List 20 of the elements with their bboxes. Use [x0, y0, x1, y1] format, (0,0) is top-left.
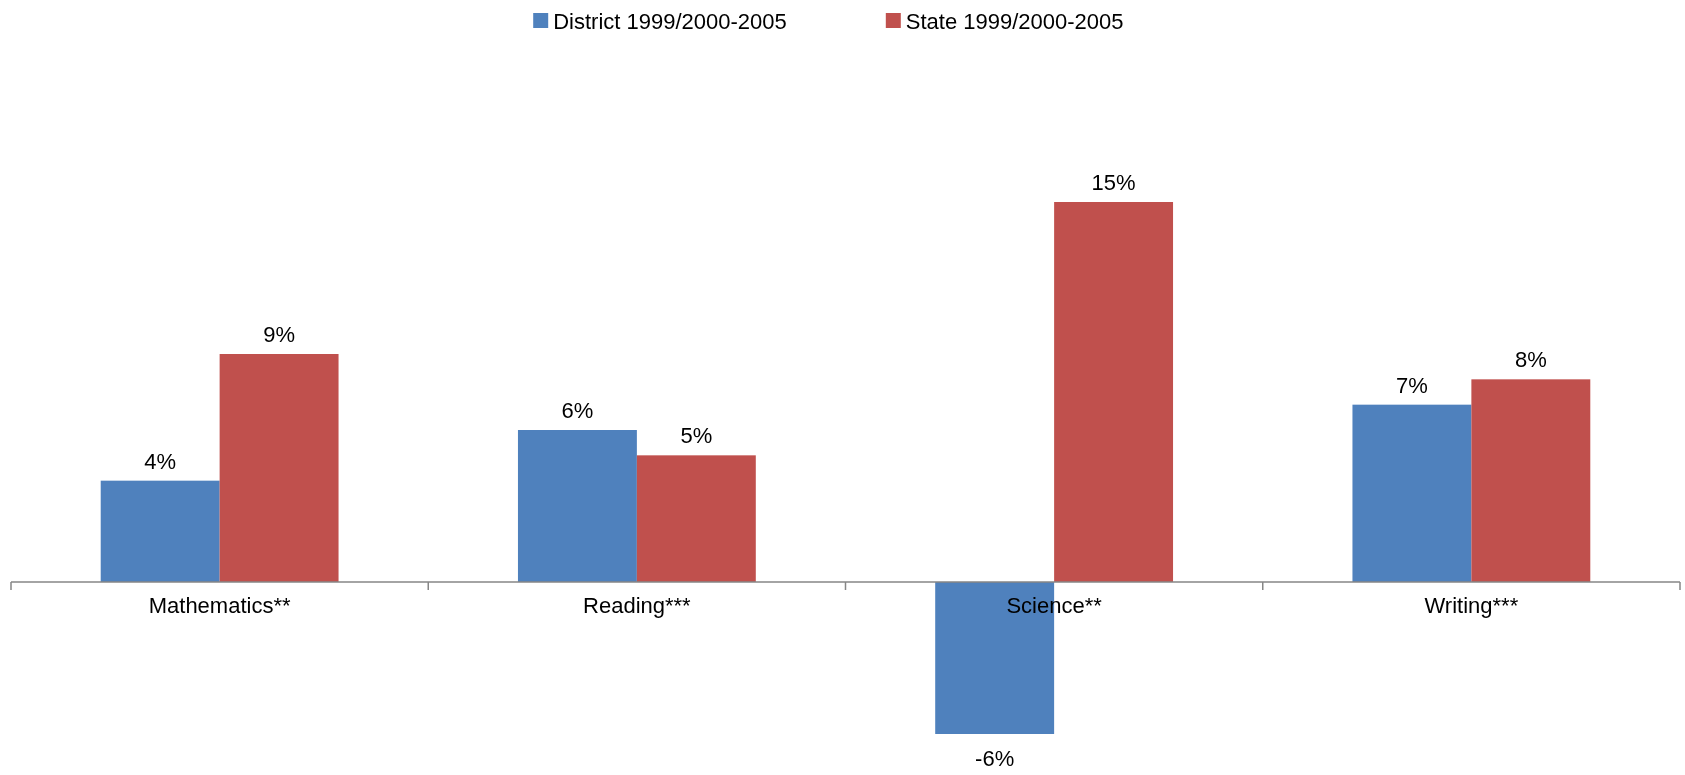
bar	[517, 430, 637, 582]
x-tick-label: Reading***	[583, 593, 692, 618]
bar	[100, 480, 220, 582]
data-label: 7%	[1396, 372, 1428, 398]
x-tick-label: Mathematics**	[148, 593, 291, 618]
data-label: 5%	[680, 423, 713, 449]
data-label: 6%	[561, 398, 594, 423]
data-label: 9%	[263, 322, 295, 347]
data-label: 8%	[1514, 347, 1547, 373]
bar	[636, 455, 756, 582]
legend-label: District 1999/2000-2005	[553, 9, 787, 34]
x-tick-label: Writing***	[1424, 593, 1519, 618]
bar	[1352, 404, 1472, 582]
legend-label: State 1999/2000-2005	[905, 9, 1124, 34]
data-label: 15%	[1091, 170, 1136, 195]
data-label: -6%	[975, 746, 1015, 771]
bar	[219, 354, 339, 582]
bar	[1471, 379, 1591, 582]
bar	[1054, 202, 1174, 582]
data-label: 4%	[144, 448, 177, 474]
